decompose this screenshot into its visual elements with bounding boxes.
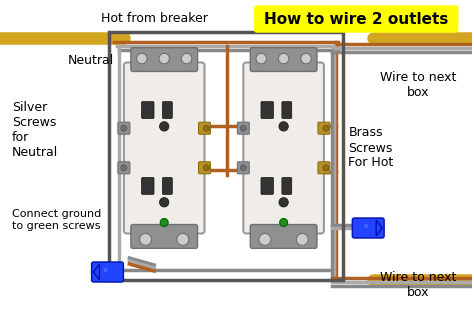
FancyBboxPatch shape	[163, 102, 172, 119]
FancyBboxPatch shape	[352, 218, 384, 238]
Circle shape	[240, 165, 246, 171]
FancyBboxPatch shape	[118, 162, 130, 174]
FancyBboxPatch shape	[261, 177, 273, 194]
Circle shape	[159, 53, 169, 64]
Circle shape	[137, 53, 147, 64]
Circle shape	[296, 233, 308, 245]
FancyBboxPatch shape	[250, 48, 317, 72]
Circle shape	[177, 233, 189, 245]
FancyBboxPatch shape	[282, 177, 292, 194]
Circle shape	[121, 125, 127, 131]
FancyBboxPatch shape	[261, 102, 273, 119]
Circle shape	[203, 125, 210, 131]
Circle shape	[121, 165, 127, 171]
FancyBboxPatch shape	[124, 62, 204, 233]
Polygon shape	[93, 264, 100, 280]
Bar	[109, 32, 343, 280]
Circle shape	[279, 198, 288, 207]
Circle shape	[240, 125, 246, 131]
Circle shape	[103, 268, 108, 272]
FancyBboxPatch shape	[237, 122, 249, 134]
FancyBboxPatch shape	[250, 225, 317, 248]
Circle shape	[139, 233, 152, 245]
FancyBboxPatch shape	[255, 6, 458, 32]
Text: Silver
Screws
for
Neutral: Silver Screws for Neutral	[12, 101, 58, 159]
Text: Connect ground
to green screws: Connect ground to green screws	[12, 209, 101, 231]
FancyBboxPatch shape	[131, 225, 198, 248]
Text: Wire to next
box: Wire to next box	[380, 271, 456, 299]
Circle shape	[301, 53, 311, 64]
FancyBboxPatch shape	[142, 177, 154, 194]
FancyBboxPatch shape	[131, 48, 198, 72]
Circle shape	[160, 218, 168, 227]
FancyBboxPatch shape	[163, 177, 172, 194]
Circle shape	[203, 165, 210, 171]
Text: Wire to next
box: Wire to next box	[380, 71, 456, 99]
Text: Hot from breaker: Hot from breaker	[101, 11, 208, 24]
FancyBboxPatch shape	[91, 262, 123, 282]
Polygon shape	[376, 220, 382, 236]
Circle shape	[259, 233, 271, 245]
FancyBboxPatch shape	[243, 62, 324, 233]
Circle shape	[160, 198, 169, 207]
FancyBboxPatch shape	[318, 122, 330, 134]
Circle shape	[278, 53, 289, 64]
Text: Brass
Screws
For Hot: Brass Screws For Hot	[348, 126, 393, 170]
FancyBboxPatch shape	[237, 162, 249, 174]
FancyBboxPatch shape	[318, 162, 330, 174]
Circle shape	[256, 53, 266, 64]
Circle shape	[323, 165, 329, 171]
Circle shape	[323, 125, 329, 131]
Text: Neutral: Neutral	[68, 54, 114, 67]
FancyBboxPatch shape	[118, 122, 130, 134]
Circle shape	[364, 224, 368, 228]
Circle shape	[279, 122, 288, 131]
FancyBboxPatch shape	[142, 102, 154, 119]
FancyBboxPatch shape	[199, 122, 210, 134]
Circle shape	[280, 218, 288, 227]
Circle shape	[182, 53, 192, 64]
Text: How to wire 2 outlets: How to wire 2 outlets	[264, 11, 448, 27]
FancyBboxPatch shape	[282, 102, 292, 119]
FancyBboxPatch shape	[199, 162, 210, 174]
Circle shape	[160, 122, 169, 131]
